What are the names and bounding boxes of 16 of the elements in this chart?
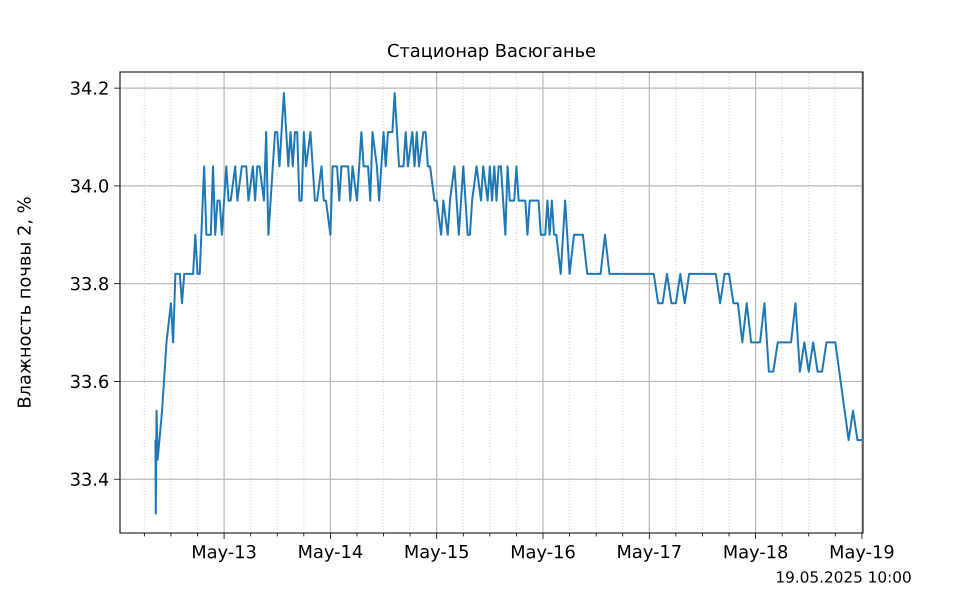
y-axis-title: Влажность почвы 2, % bbox=[17, 197, 33, 407]
x-tick-label: May-14 bbox=[299, 545, 362, 562]
y-tick-label: 33.8 bbox=[71, 276, 108, 290]
x-tick-label: May-17 bbox=[618, 545, 681, 562]
y-tick-label: 33.6 bbox=[71, 374, 108, 388]
y-tick-label: 34.2 bbox=[71, 81, 108, 95]
text: 19.05.2025 10:00 bbox=[777, 571, 911, 583]
x-tick-label: May-18 bbox=[724, 545, 788, 562]
x-tick-label: May-15 bbox=[406, 545, 468, 562]
y-tick-label: 34.0 bbox=[71, 179, 108, 193]
y-tick-label: 33.4 bbox=[71, 472, 108, 486]
line-series bbox=[154, 92, 864, 514]
x-tick-label: May-16 bbox=[512, 545, 575, 562]
chart-title: Стационар Васюганье bbox=[388, 44, 596, 61]
x-tick-label: May-19 bbox=[830, 545, 894, 562]
x-tick-label: May-13 bbox=[193, 545, 256, 562]
